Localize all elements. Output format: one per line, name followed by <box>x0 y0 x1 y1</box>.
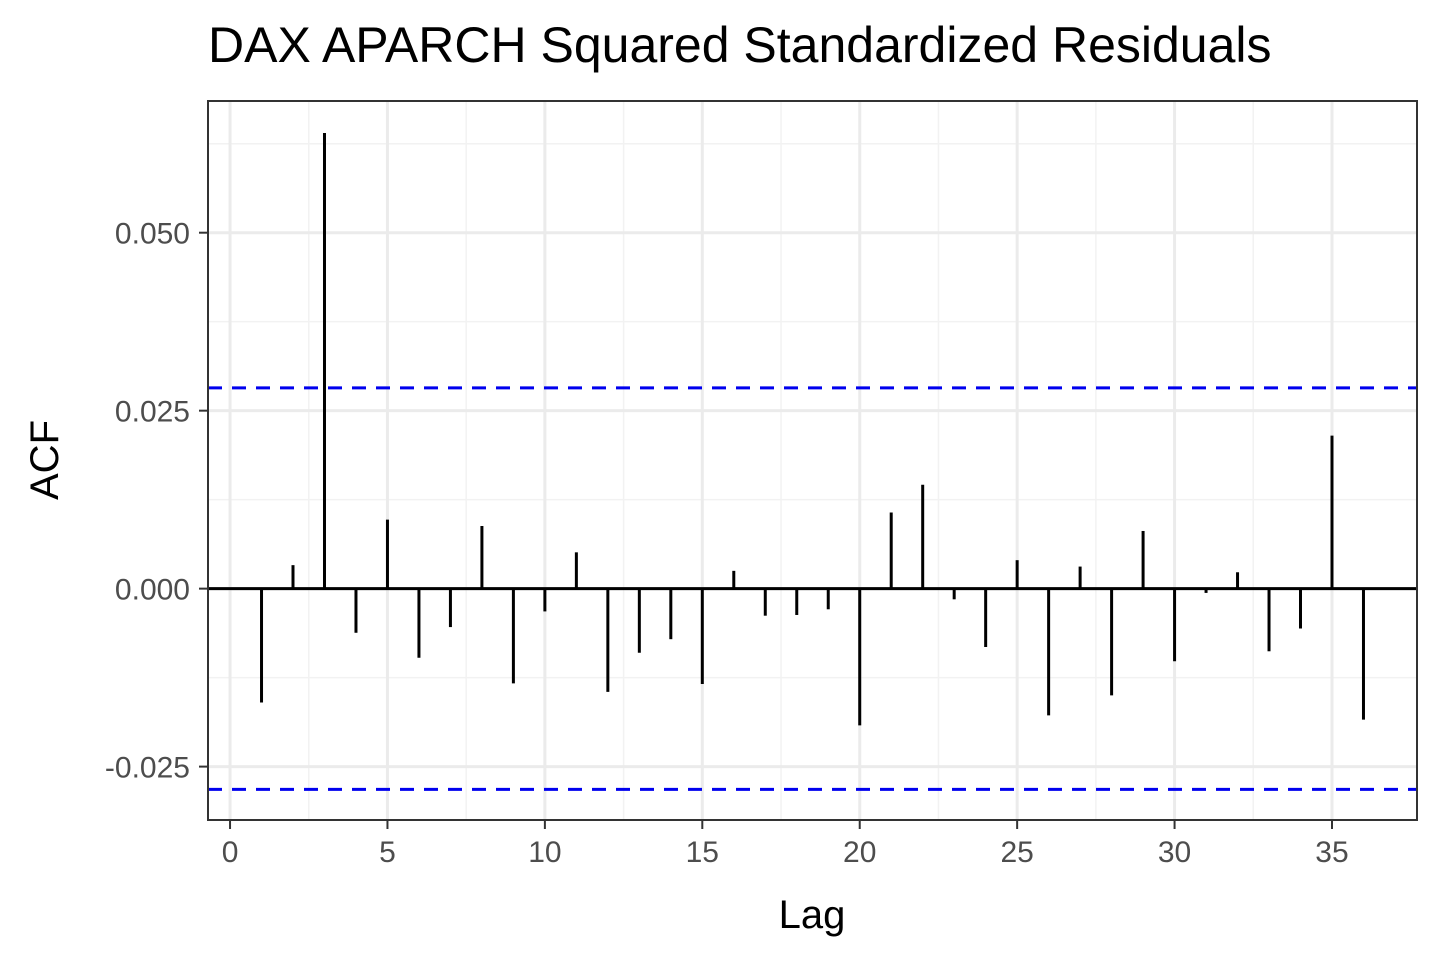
x-tick-label: 30 <box>1158 836 1191 869</box>
x-tick-label: 35 <box>1315 836 1348 869</box>
x-tick-label: 0 <box>222 836 239 869</box>
chart-title: DAX APARCH Squared Standardized Residual… <box>208 17 1272 73</box>
grid-lines <box>208 101 1417 820</box>
confidence-bounds <box>208 386 1417 791</box>
y-axis: -0.025 0.000 0.025 0.050 <box>105 218 208 785</box>
y-axis-title: ACF <box>23 420 67 500</box>
panel-border <box>207 100 1418 821</box>
y-tick-label: 0.025 <box>115 396 190 429</box>
x-tick-label: 25 <box>1000 836 1033 869</box>
x-tick-label: 20 <box>843 836 876 869</box>
x-tick-label: 10 <box>528 836 561 869</box>
y-tick-label: -0.025 <box>105 752 190 785</box>
acf-bars <box>260 133 1365 726</box>
x-tick-label: 15 <box>686 836 719 869</box>
x-axis: 0 5 10 15 20 25 30 35 <box>222 820 1349 869</box>
y-tick-label: 0.050 <box>115 218 190 251</box>
y-tick-label: 0.000 <box>115 574 190 607</box>
x-tick-label: 5 <box>379 836 396 869</box>
x-axis-title: Lag <box>779 893 846 937</box>
